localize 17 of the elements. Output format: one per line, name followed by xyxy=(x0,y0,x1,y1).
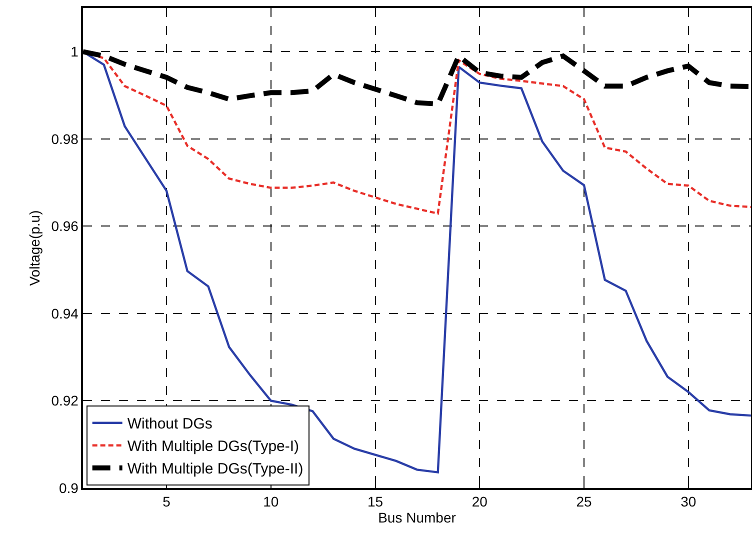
y-tick-label: 0.92 xyxy=(51,392,79,409)
y-tick-label: 0.94 xyxy=(51,305,79,322)
x-tick-label: 15 xyxy=(367,494,384,510)
x-tick-label: 30 xyxy=(680,494,696,510)
y-axis-title: Voltage(p.u) xyxy=(26,210,42,286)
y-tick-label: 0.96 xyxy=(51,218,79,234)
x-tick-label: 20 xyxy=(472,494,488,510)
legend-label: With Multiple DGs(Type-II) xyxy=(127,460,304,478)
y-tick-label: 0.9 xyxy=(58,480,79,496)
x-axis-title: Bus Number xyxy=(378,510,456,526)
y-tick-label: 0.98 xyxy=(51,130,79,147)
x-tick-label: 25 xyxy=(576,494,592,510)
y-tick-label: 1 xyxy=(70,44,79,60)
x-tick-label: 5 xyxy=(162,494,171,510)
legend-label: Without DGs xyxy=(127,416,212,433)
x-tick-label: 10 xyxy=(263,494,279,510)
legend-label: With Multiple DGs(Type-I) xyxy=(127,438,300,456)
